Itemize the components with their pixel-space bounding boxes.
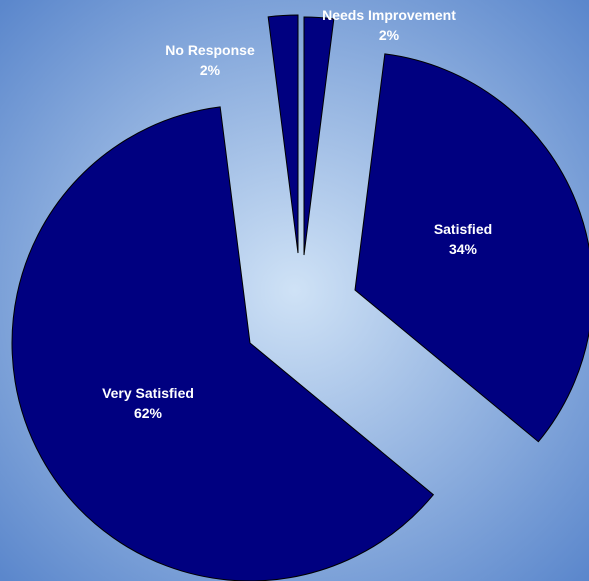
slice-name-no-response: No Response: [165, 42, 255, 58]
slice-percent-no-response: 2%: [200, 62, 221, 78]
pie-slice-very-satisfied: [11, 106, 435, 581]
pie-slice-no-response: [267, 14, 299, 254]
slice-name-satisfied: Satisfied: [434, 221, 492, 237]
pie-slice-needs-improvement: [303, 16, 335, 256]
pie-slice-satisfied: [354, 53, 589, 443]
slice-label-no-response: No Response 2%: [165, 42, 255, 78]
slice-label-satisfied: Satisfied 34%: [434, 221, 492, 257]
slice-label-needs-improvement: Needs Improvement 2%: [322, 7, 456, 43]
slice-percent-very-satisfied: 62%: [134, 405, 163, 421]
slice-label-very-satisfied: Very Satisfied 62%: [102, 385, 194, 421]
slice-name-needs-improvement: Needs Improvement: [322, 7, 456, 23]
slice-percent-satisfied: 34%: [449, 241, 478, 257]
labels-layer: Needs Improvement 2% Satisfied 34% Very Sati…: [102, 7, 492, 421]
slice-name-very-satisfied: Very Satisfied: [102, 385, 194, 401]
slices-layer: [11, 14, 589, 581]
slice-percent-needs-improvement: 2%: [379, 27, 400, 43]
